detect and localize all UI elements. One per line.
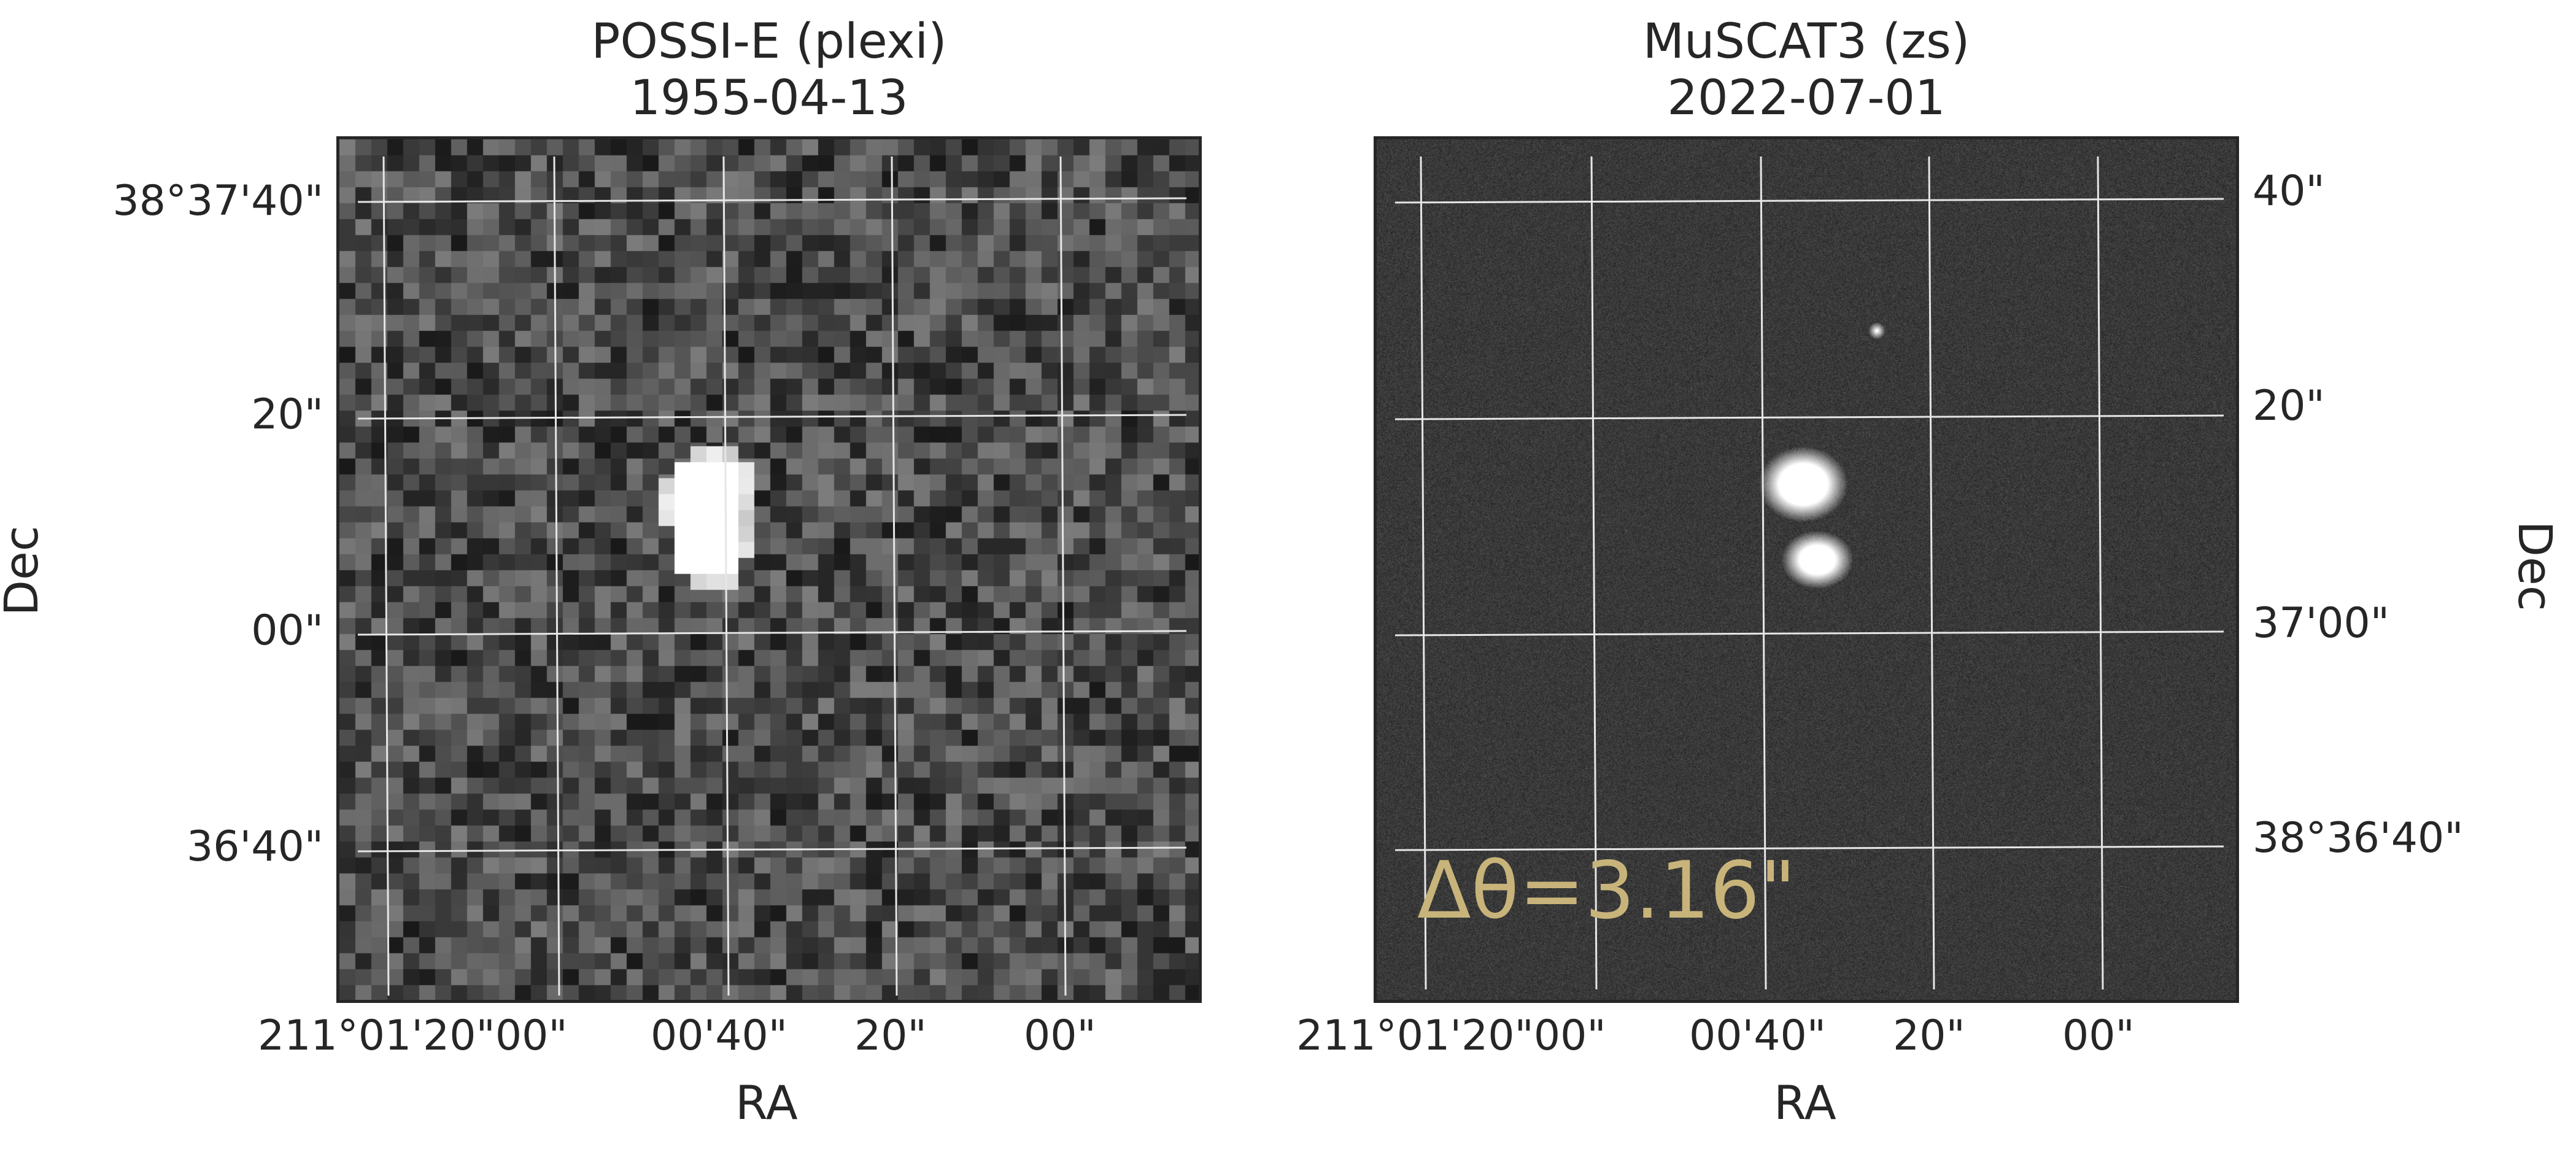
right-grid-ra-line [1928, 156, 1935, 990]
right-grid-ra-line [1420, 156, 1427, 990]
left-dec-tick-label: 20" [251, 390, 323, 439]
right-image-frame: Δθ=3.16" [1374, 136, 2239, 1003]
left-grid-ra-line [722, 156, 730, 996]
left-ra-tick-label: 00'40" [651, 1012, 788, 1060]
right-sky-image [1377, 139, 2236, 1000]
right-panel-title-instrument: MuSCAT3 (zs) [1642, 14, 1970, 69]
right-grid-dec-line [1394, 845, 2224, 851]
right-grid-dec-line [1394, 198, 2224, 204]
left-dec-tick-label: 38°37'40" [112, 177, 323, 225]
right-grid-dec-line [1394, 630, 2224, 637]
left-grid-dec-line [357, 846, 1187, 853]
right-grid-ra-line [1760, 156, 1767, 990]
left-ra-tick-label: 00" [1024, 1012, 1096, 1060]
left-grid-ra-line [382, 156, 390, 996]
left-grid-ra-line [1059, 156, 1067, 996]
left-grid-dec-line [357, 197, 1187, 203]
right-ra-tick-label: 00" [2062, 1012, 2135, 1060]
right-y-axis-label: Dec [2508, 520, 2562, 611]
right-dec-tick-label: 37'00" [2253, 599, 2390, 648]
left-x-axis-label: RA [735, 1075, 798, 1130]
right-ra-tick-label: 00'40" [1689, 1012, 1827, 1060]
left-grid-ra-line [553, 156, 560, 996]
left-y-axis-label: Dec [0, 525, 48, 616]
left-dec-tick-label: 00" [251, 606, 323, 655]
right-dec-tick-label: 38°36'40" [2253, 814, 2464, 862]
right-grid-ra-line [1590, 156, 1598, 990]
right-panel-title-date: 2022-07-01 [1667, 71, 1946, 126]
left-sky-image [339, 139, 1199, 1000]
left-panel-title: POSSI-E (plexi) 1955-04-13 [336, 14, 1202, 126]
left-grid-dec-line [357, 630, 1187, 636]
right-x-axis-label: RA [1774, 1075, 1836, 1130]
right-panel-title: MuSCAT3 (zs) 2022-07-01 [1374, 14, 2239, 126]
right-ra-tick-label: 211°01'20"00" [1296, 1012, 1606, 1060]
left-grid-dec-line [357, 414, 1187, 420]
separation-annotation: Δθ=3.16" [1417, 845, 1796, 937]
right-dec-tick-label: 40" [2253, 167, 2325, 215]
right-grid-dec-line [1394, 414, 2224, 420]
left-coordinate-grid [357, 156, 1187, 996]
left-grid-ra-line [891, 156, 898, 996]
left-dec-tick-label: 36'40" [186, 822, 323, 871]
right-ra-tick-label: 20" [1893, 1012, 1965, 1060]
left-ra-tick-label: 211°01'20"00" [258, 1012, 568, 1060]
left-panel-title-date: 1955-04-13 [630, 71, 908, 126]
left-ra-tick-label: 20" [854, 1012, 927, 1060]
right-grid-ra-line [2097, 156, 2104, 990]
right-dec-tick-label: 20" [2253, 382, 2325, 430]
left-image-frame [336, 136, 1202, 1003]
left-panel-title-instrument: POSSI-E (plexi) [591, 14, 947, 69]
right-coordinate-grid [1394, 156, 2224, 990]
